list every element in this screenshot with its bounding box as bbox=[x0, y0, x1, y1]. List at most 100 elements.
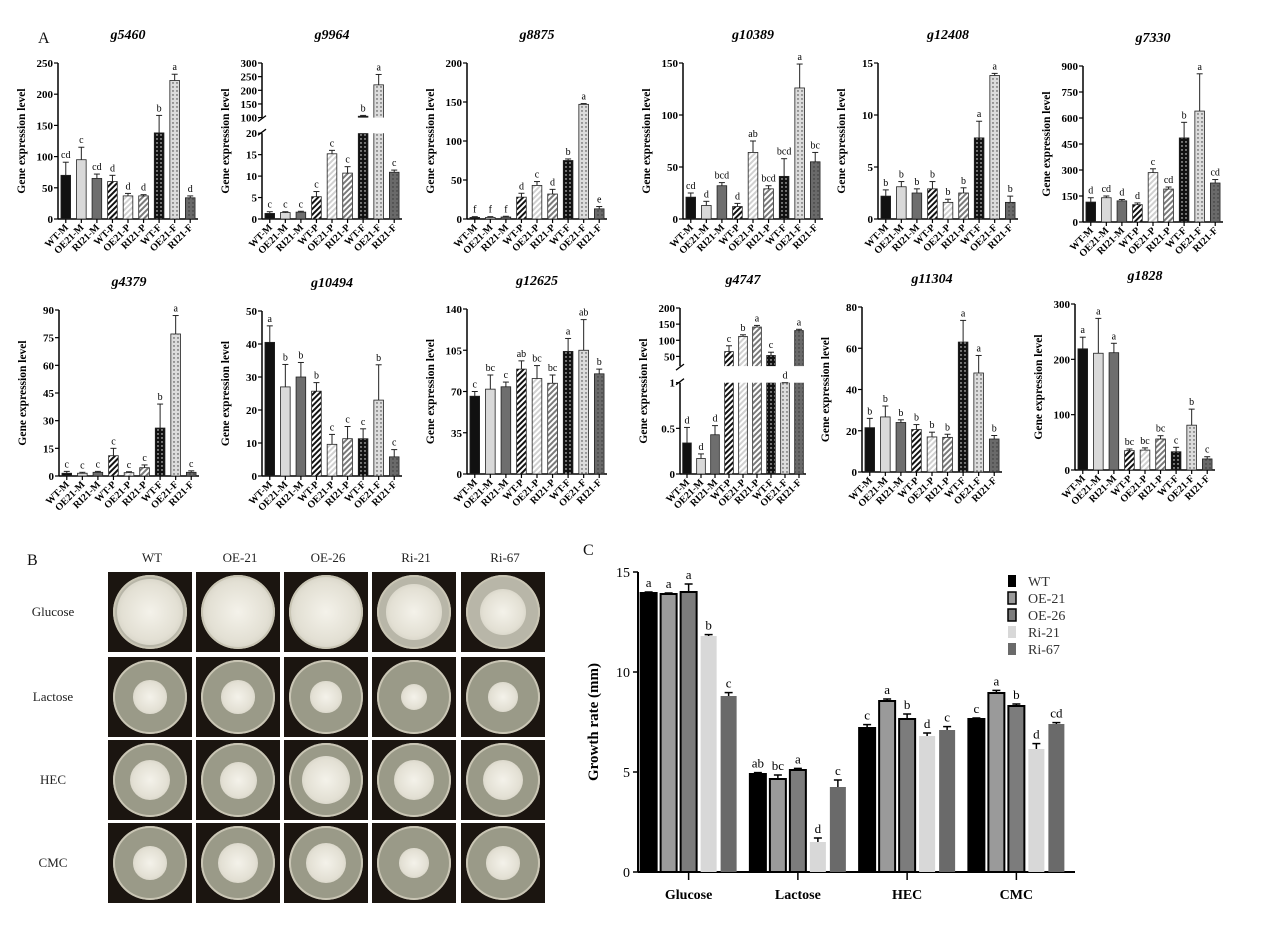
chart-title: g9964 bbox=[314, 28, 350, 43]
significance-letter: d bbox=[924, 716, 931, 731]
bar-OE21-M bbox=[77, 472, 88, 477]
significance-letter: a bbox=[755, 313, 760, 324]
significance-letter: b bbox=[945, 422, 950, 433]
bar-OE21-M bbox=[880, 416, 891, 473]
bar-break-gap bbox=[751, 366, 763, 383]
bar-RI21-P bbox=[139, 467, 150, 477]
chart-g4379: 0 15 30 45 60 75 90 g4379 Gene expression level c… bbox=[17, 275, 199, 513]
significance-letter: c bbox=[769, 340, 774, 351]
significance-letter: bcd bbox=[761, 174, 775, 185]
petri-dish bbox=[466, 575, 540, 649]
bar-RI21-F bbox=[1209, 182, 1221, 223]
bar-Ri-21-CMC bbox=[1028, 749, 1045, 872]
significance-letter: c bbox=[726, 676, 732, 691]
y-tick-label: 40 bbox=[846, 385, 858, 397]
plate-photo-OE-21-HEC bbox=[196, 740, 280, 820]
significance-letter: a bbox=[1197, 62, 1202, 73]
y-tick-label: 0 bbox=[1065, 465, 1071, 477]
bar-RI21-F bbox=[794, 330, 804, 475]
y-tick-label: 40 bbox=[246, 339, 258, 351]
y-tick-label: 70 bbox=[451, 387, 463, 399]
significance-letter: d bbox=[519, 181, 524, 192]
y-tick-label: 450 bbox=[1062, 139, 1079, 151]
legend-label: Ri-67 bbox=[1028, 643, 1060, 658]
column-label-OE-21: OE-21 bbox=[222, 550, 258, 565]
bar-WT-P bbox=[516, 368, 527, 475]
petri-dish bbox=[377, 660, 451, 734]
significance-letter: b bbox=[867, 406, 872, 417]
y-tick-label: 0 bbox=[252, 214, 258, 226]
plate-photo-WT-Glucose bbox=[108, 572, 192, 652]
significance-letter: b bbox=[566, 147, 571, 158]
bar-WT-M bbox=[864, 427, 875, 473]
significance-letter: d bbox=[1119, 187, 1124, 198]
significance-letter: c bbox=[330, 138, 335, 149]
significance-letter: b bbox=[961, 176, 966, 187]
plate-photo-Ri-21-HEC bbox=[372, 740, 456, 820]
significance-letter: bc bbox=[486, 363, 496, 374]
significance-letter: bcd bbox=[715, 171, 729, 182]
panel-b-plate-photos: WT OE-21 OE-26 Ri-21 Ri-67 Glucose Lactose HEC C… bbox=[0, 540, 580, 945]
bar-OE21-P bbox=[326, 443, 338, 477]
bar-WT-F bbox=[154, 427, 166, 477]
y-tick-label: 0.5 bbox=[661, 423, 675, 435]
y-tick-label: 0 bbox=[670, 469, 676, 481]
bar-RI21-F bbox=[593, 208, 605, 220]
chart-title: g7330 bbox=[1135, 31, 1171, 46]
bar-WT-M bbox=[469, 217, 480, 220]
significance-letter: c bbox=[96, 459, 101, 470]
petri-dish bbox=[113, 743, 187, 817]
significance-letter: b bbox=[883, 394, 888, 405]
bar-RI21-F bbox=[593, 373, 605, 475]
bar-RI21-M bbox=[911, 192, 923, 220]
significance-letter: cd bbox=[92, 162, 101, 173]
y-tick-label: 0 bbox=[49, 471, 55, 483]
significance-letter: bc bbox=[1125, 437, 1135, 448]
significance-letter: a bbox=[1081, 325, 1086, 336]
y-tick-label: 150 bbox=[659, 319, 676, 331]
fungal-colony bbox=[393, 759, 435, 801]
significance-letter: cd bbox=[686, 181, 695, 192]
bar-Ri-67-CMC bbox=[1048, 724, 1065, 872]
petri-dish bbox=[201, 575, 275, 649]
plate-photo-Ri-67-CMC bbox=[461, 823, 545, 903]
bar-OE21-P bbox=[123, 472, 135, 477]
legend-swatch-OE-21 bbox=[1007, 591, 1017, 605]
bar-OE21-P bbox=[1139, 449, 1151, 471]
significance-letter: d bbox=[685, 415, 690, 426]
bar-break-gap bbox=[793, 366, 805, 383]
fungal-colony bbox=[401, 684, 427, 710]
significance-letter: c bbox=[973, 701, 979, 716]
significance-letter: a bbox=[173, 304, 178, 315]
significance-letter: b bbox=[157, 103, 162, 114]
y-tick-label: 150 bbox=[662, 58, 679, 70]
legend-swatch-OE-26 bbox=[1007, 608, 1017, 622]
significance-letter: c bbox=[189, 459, 194, 470]
legend-label: OE-26 bbox=[1028, 609, 1065, 624]
significance-letter: d bbox=[815, 821, 822, 836]
significance-letter: c bbox=[314, 180, 319, 191]
bar-break-gap bbox=[357, 117, 369, 134]
petri-dish bbox=[289, 826, 363, 900]
plate-photo-Ri-67-Glucose bbox=[461, 572, 545, 652]
significance-letter: b bbox=[741, 323, 746, 334]
legend-swatch-Ri-67 bbox=[1008, 643, 1016, 655]
plate-photo-Ri-67-Lactose bbox=[461, 657, 545, 737]
bar-WT-P bbox=[1132, 204, 1143, 223]
row-label-Glucose: Glucose bbox=[31, 604, 75, 619]
bar-WT-M bbox=[61, 472, 72, 477]
significance-letter: cd bbox=[61, 150, 70, 161]
y-tick-label: 200 bbox=[37, 89, 54, 101]
plate-photo-OE-26-CMC bbox=[284, 823, 368, 903]
significance-letter: c bbox=[1151, 157, 1156, 168]
significance-letter: a bbox=[581, 92, 586, 103]
significance-letter: cd bbox=[1210, 168, 1219, 179]
bar-OE-26-CMC bbox=[1007, 705, 1026, 873]
fungal-colony bbox=[305, 842, 347, 884]
bar-WT-M bbox=[1077, 348, 1088, 471]
fungal-colony bbox=[217, 842, 259, 884]
